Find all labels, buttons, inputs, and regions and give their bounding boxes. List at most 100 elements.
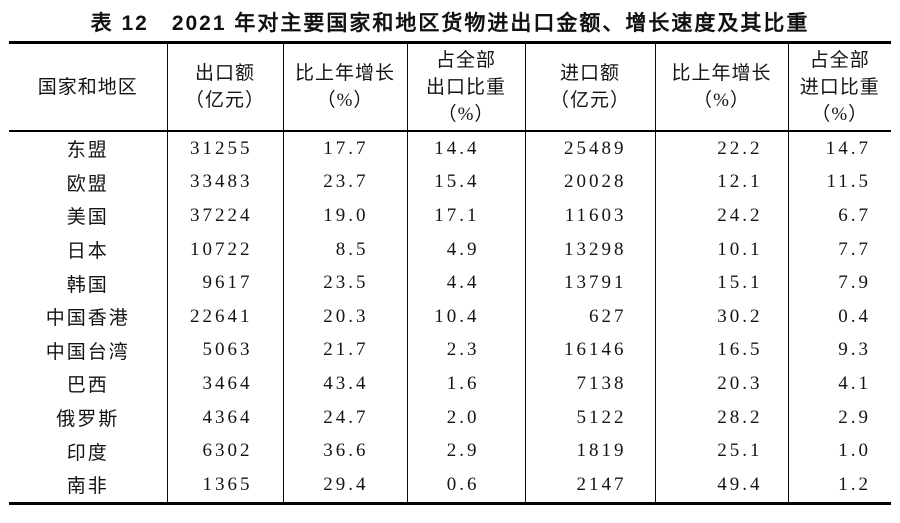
cell-import-share: 6.7: [787, 199, 891, 233]
table-row: 东盟 31255 17.7 14.4 25489 22.2 14.7: [9, 131, 891, 166]
table-row: 俄罗斯 4364 24.7 2.0 5122 28.2 2.9: [9, 400, 891, 435]
cell-export-value: 31255: [166, 131, 283, 166]
header-line: （%）: [316, 90, 374, 111]
table-row: 欧盟 33483 23.7 15.4 20028 12.1 11.5: [9, 165, 891, 200]
column-header-import-share: 占全部 进口比重 （%）: [787, 42, 891, 132]
cell-region: 中国台湾: [45, 341, 130, 363]
cell-import-value: 25489: [524, 131, 655, 166]
cell-import-value: 13791: [524, 266, 655, 300]
table-row: 韩国 9617 23.5 4.4 13791 15.1 7.9: [9, 266, 891, 300]
cell-import-share: 14.7: [787, 131, 891, 166]
cell-export-share: 4.9: [406, 232, 525, 267]
cell-import-share: 1.2: [787, 467, 891, 504]
cell-export-growth: 8.5: [282, 232, 407, 267]
cell-export-growth: 36.6: [282, 434, 407, 468]
cell-export-value: 10722: [166, 232, 283, 267]
cell-region: 中国香港: [45, 308, 130, 330]
cell-import-value: 16146: [524, 333, 655, 368]
cell-import-growth: 28.2: [654, 400, 788, 435]
cell-export-share: 2.3: [406, 333, 525, 368]
cell-export-value: 9617: [166, 266, 283, 300]
cell-region: 欧盟: [66, 173, 109, 195]
cell-export-share: 2.0: [406, 400, 525, 435]
cell-export-growth: 17.7: [282, 131, 407, 166]
cell-export-growth: 23.7: [282, 165, 407, 200]
table-row: 中国台湾 5063 21.7 2.3 16146 16.5 9.3: [9, 333, 891, 368]
cell-region: 俄罗斯: [56, 409, 120, 431]
table-row: 美国 37224 19.0 17.1 11603 24.2 6.7: [9, 199, 891, 233]
cell-import-share: 2.9: [787, 400, 891, 435]
cell-import-growth: 10.1: [654, 232, 788, 267]
cell-import-growth: 16.5: [654, 333, 788, 368]
cell-import-value: 5122: [524, 400, 655, 435]
cell-export-value: 37224: [166, 199, 283, 233]
cell-import-value: 627: [524, 299, 655, 334]
cell-export-share: 10.4: [406, 299, 525, 334]
table-row: 印度 6302 36.6 2.9 1819 25.1 1.0: [9, 434, 891, 468]
cell-export-value: 5063: [166, 333, 283, 368]
cell-import-value: 20028: [524, 165, 655, 200]
cell-import-growth: 15.1: [654, 266, 788, 300]
column-header-import-growth: 比上年增长 （%）: [654, 42, 788, 132]
header-line: 占全部: [435, 49, 496, 71]
table-title: 表 12 2021 年对主要国家和地区货物进出口金额、增长速度及其比重: [90, 12, 810, 35]
cell-import-growth: 25.1: [654, 434, 788, 468]
cell-import-value: 7138: [524, 367, 655, 401]
cell-import-growth: 30.2: [654, 299, 788, 334]
table-header: 国家和地区 出口额 （亿元） 比上年增长 （%） 占全部 出口比重 （%） 进口…: [9, 42, 891, 132]
header-line: 占全部: [809, 49, 870, 71]
cell-export-share: 0.6: [406, 467, 525, 504]
cell-region: 韩国: [66, 274, 109, 296]
header-line: （%）: [693, 90, 750, 111]
cell-export-share: 2.9: [406, 434, 525, 468]
cell-import-value: 2147: [524, 467, 655, 504]
cell-export-growth: 24.7: [282, 400, 407, 435]
cell-region: 东盟: [66, 140, 109, 162]
cell-import-growth: 24.2: [654, 199, 788, 233]
cell-region: 美国: [66, 207, 109, 229]
cell-import-share: 11.5: [787, 165, 891, 200]
header-row: 国家和地区 出口额 （亿元） 比上年增长 （%） 占全部 出口比重 （%） 进口…: [9, 42, 891, 132]
cell-export-value: 33483: [166, 165, 283, 200]
table-row: 日本 10722 8.5 4.9 13298 10.1 7.7: [9, 232, 891, 267]
cell-export-value: 6302: [166, 434, 283, 468]
cell-import-value: 13298: [524, 232, 655, 267]
cell-export-share: 1.6: [406, 367, 525, 401]
header-line: 出口额: [194, 63, 255, 84]
cell-export-share: 17.1: [406, 199, 525, 233]
column-header-import-value: 进口额 （亿元）: [524, 42, 655, 132]
column-header-export-value: 出口额 （亿元）: [166, 42, 283, 132]
cell-import-value: 1819: [524, 434, 655, 468]
cell-export-growth: 29.4: [282, 467, 407, 504]
trade-statistics-table: 国家和地区 出口额 （亿元） 比上年增长 （%） 占全部 出口比重 （%） 进口…: [9, 41, 891, 505]
cell-export-growth: 21.7: [282, 333, 407, 368]
cell-region: 巴西: [66, 375, 109, 397]
cell-import-share: 4.1: [787, 367, 891, 401]
header-line: （%）: [437, 103, 495, 125]
cell-export-value: 1365: [166, 467, 283, 504]
column-header-export-growth: 比上年增长 （%）: [282, 42, 407, 132]
cell-import-growth: 12.1: [654, 165, 788, 200]
cell-export-value: 4364: [166, 400, 283, 435]
header-line: 进口比重: [799, 76, 880, 98]
cell-export-growth: 43.4: [282, 367, 407, 401]
header-line: （亿元）: [549, 90, 630, 111]
column-header-export-share: 占全部 出口比重 （%）: [406, 42, 525, 132]
table-body: 东盟 31255 17.7 14.4 25489 22.2 14.7 欧盟 33…: [9, 131, 891, 504]
table-row: 南非 1365 29.4 0.6 2147 49.4 1.2: [9, 467, 891, 504]
cell-export-growth: 20.3: [282, 299, 407, 334]
cell-region: 南非: [66, 476, 109, 498]
cell-export-share: 15.4: [406, 165, 525, 200]
cell-export-growth: 23.5: [282, 266, 407, 300]
cell-import-share: 1.0: [787, 434, 891, 468]
column-header-region: 国家和地区: [9, 42, 167, 132]
header-line: （%）: [811, 103, 869, 125]
cell-export-value: 22641: [166, 299, 283, 334]
cell-export-share: 14.4: [406, 131, 525, 166]
table-row: 巴西 3464 43.4 1.6 7138 20.3 4.1: [9, 367, 891, 401]
cell-import-growth: 22.2: [654, 131, 788, 166]
cell-import-growth: 20.3: [654, 367, 788, 401]
table-row: 中国香港 22641 20.3 10.4 627 30.2 0.4: [9, 299, 891, 334]
cell-region: 印度: [66, 442, 109, 464]
